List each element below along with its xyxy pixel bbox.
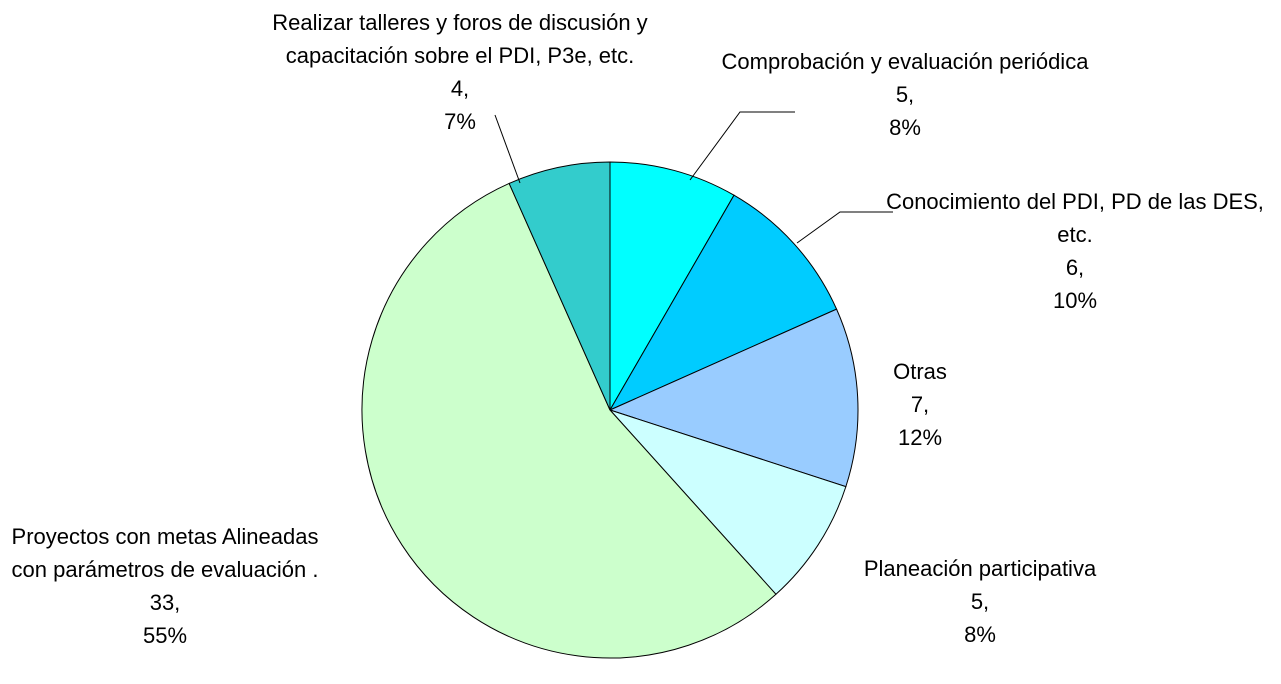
percent-label: 8%: [889, 115, 921, 140]
percent-label: 8%: [964, 622, 996, 647]
percent-label: 12%: [897, 425, 943, 450]
value-label: 5,: [895, 82, 915, 107]
data-label: Proyectos con metas Alineadas con paráme…: [0, 520, 330, 652]
leader-line: [494, 114, 521, 184]
category-label: Realizar talleres y foros de discusión y…: [272, 10, 648, 68]
data-label: Realizar talleres y foros de discusión y…: [260, 6, 660, 138]
pie-slice: [508, 161, 611, 411]
value-label: 5,: [970, 589, 990, 614]
percent-label: 7%: [444, 109, 476, 134]
data-label: Planeación participativa 5, 8%: [820, 552, 1140, 651]
value-label: 7,: [910, 392, 930, 417]
category-label: Otras: [893, 359, 947, 384]
category-label: Comprobación y evaluación periódica: [721, 49, 1089, 74]
pie-slice: [608, 308, 859, 488]
category-label: Proyectos con metas Alineadas con paráme…: [11, 524, 319, 582]
value-label: 33,: [149, 590, 181, 615]
category-label: Conocimiento del PDI, PD de las DES, etc…: [886, 189, 1264, 247]
leader-line: [796, 211, 893, 244]
data-label: Conocimiento del PDI, PD de las DES, etc…: [880, 185, 1270, 317]
category-label: Planeación participativa: [863, 556, 1097, 581]
value-label: 6,: [1065, 255, 1085, 280]
data-label: Otras 7, 12%: [820, 355, 1020, 454]
percent-label: 55%: [142, 623, 188, 648]
pie-slice: [609, 161, 735, 412]
pie-slice: [608, 408, 847, 596]
data-label: Comprobación y evaluación periódica 5, 8%: [715, 45, 1095, 144]
pie-slice: [608, 194, 838, 412]
pie-slice: [361, 182, 777, 659]
leader-line: [689, 111, 795, 181]
value-label: 4,: [450, 76, 470, 101]
percent-label: 10%: [1052, 288, 1098, 313]
